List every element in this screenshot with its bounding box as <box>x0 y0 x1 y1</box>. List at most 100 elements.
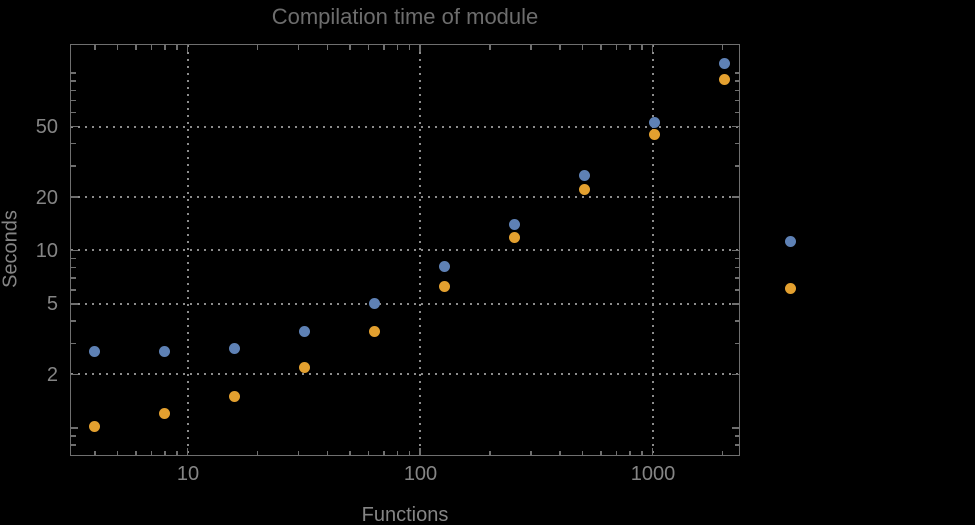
y-tick-label-10: 10 <box>35 239 58 262</box>
gridline-x-1000 <box>651 45 654 455</box>
tick-y-right-6 <box>734 289 739 291</box>
tick-x-top-1000 <box>651 45 654 52</box>
tick-y-left-20 <box>71 196 78 198</box>
tick-x-top-50 <box>349 45 351 50</box>
tick-x-top-4 <box>94 45 96 50</box>
tick-y-left-60 <box>71 111 76 114</box>
tick-y-right-3 <box>734 342 739 344</box>
data-point-series-blue-x32 <box>299 325 311 337</box>
gridline-y-5 <box>71 302 739 305</box>
legend-marker-blue <box>784 235 796 247</box>
gridline-y-20 <box>71 196 739 199</box>
tick-y-left-90 <box>71 80 76 82</box>
tick-y-left-7 <box>71 277 76 279</box>
tick-x-bottom-6 <box>135 450 137 455</box>
gridline-y-50 <box>71 125 739 128</box>
tick-y-left-30 <box>71 165 76 167</box>
data-point-series-orange-x512 <box>579 184 591 196</box>
tick-x-top-400 <box>559 45 561 50</box>
tick-x-top-7 <box>150 45 153 50</box>
data-point-series-orange-x8 <box>159 408 171 420</box>
tick-y-left-5 <box>71 303 78 305</box>
tick-x-bottom-2000 <box>721 450 724 455</box>
tick-y-right-30 <box>734 165 739 167</box>
tick-y-right-100 <box>734 72 739 74</box>
tick-y-left-1 <box>71 427 78 429</box>
tick-y-right-90 <box>734 80 739 82</box>
gridline-x-100 <box>419 45 421 455</box>
tick-x-top-80 <box>396 45 399 50</box>
tick-x-top-600 <box>600 45 602 50</box>
data-point-series-blue-x2048 <box>719 58 731 70</box>
data-point-series-orange-x128 <box>439 280 451 292</box>
tick-y-right-1 <box>732 427 739 429</box>
tick-y-left-9 <box>71 257 76 260</box>
tick-y-left-0.9 <box>71 435 76 437</box>
tick-y-right-80 <box>734 89 739 92</box>
data-point-series-blue-x256 <box>509 219 521 231</box>
tick-x-bottom-1000 <box>651 448 654 455</box>
tick-x-bottom-50 <box>349 450 351 455</box>
tick-x-bottom-800 <box>629 450 631 455</box>
tick-y-right-60 <box>734 111 739 114</box>
tick-x-bottom-9 <box>176 450 178 455</box>
data-point-series-blue-x128 <box>439 261 451 273</box>
tick-x-bottom-10 <box>186 448 189 455</box>
data-point-series-orange-x1024 <box>649 129 661 141</box>
tick-x-top-300 <box>530 45 532 50</box>
x-tick-label-100: 100 <box>403 463 438 485</box>
tick-y-left-2 <box>71 373 78 376</box>
data-point-series-orange-x4 <box>89 420 101 432</box>
tick-x-bottom-40 <box>326 450 329 455</box>
data-point-series-orange-x16 <box>229 391 241 403</box>
tick-x-bottom-300 <box>530 450 532 455</box>
tick-x-bottom-900 <box>641 450 643 455</box>
x-tick-label-1000: 1000 <box>630 463 676 485</box>
y-tick-label-20: 20 <box>35 186 58 209</box>
tick-y-right-0.8 <box>734 444 739 446</box>
data-point-series-orange-x64 <box>369 325 381 337</box>
tick-y-left-4 <box>71 320 76 322</box>
tick-y-right-9 <box>734 257 739 260</box>
data-point-series-blue-x4 <box>89 345 101 357</box>
x-tick-label-10: 10 <box>176 463 200 485</box>
tick-x-bottom-70 <box>383 450 385 455</box>
tick-x-top-8 <box>164 45 166 50</box>
y-tick-label-50: 50 <box>35 116 58 138</box>
tick-x-top-70 <box>383 45 385 50</box>
plot-area <box>70 44 740 456</box>
tick-x-bottom-90 <box>408 450 411 455</box>
tick-y-right-10 <box>732 249 739 252</box>
tick-y-left-0.8 <box>71 444 76 446</box>
tick-y-right-20 <box>732 196 739 198</box>
tick-y-left-8 <box>71 266 76 269</box>
tick-y-left-6 <box>71 289 76 291</box>
tick-x-top-700 <box>615 45 618 50</box>
y-tick-label-2: 2 <box>46 363 58 386</box>
tick-x-bottom-500 <box>581 450 584 455</box>
tick-x-top-5 <box>116 45 119 50</box>
tick-x-top-60 <box>367 45 370 50</box>
data-point-series-orange-x32 <box>299 361 311 373</box>
gridline-y-10 <box>71 249 739 252</box>
y-tick-label-5: 5 <box>46 293 58 316</box>
tick-x-bottom-4 <box>94 450 96 455</box>
tick-x-bottom-5 <box>116 450 119 455</box>
tick-x-top-800 <box>629 45 631 50</box>
tick-x-bottom-400 <box>559 450 561 455</box>
tick-x-top-500 <box>581 45 584 50</box>
data-point-series-blue-x8 <box>159 345 171 357</box>
tick-y-left-50 <box>71 125 78 128</box>
tick-x-bottom-30 <box>297 450 300 455</box>
tick-y-left-70 <box>71 99 76 102</box>
tick-x-bottom-80 <box>396 450 399 455</box>
tick-x-top-900 <box>641 45 643 50</box>
tick-x-top-40 <box>326 45 329 50</box>
data-point-series-blue-x1024 <box>649 116 661 128</box>
tick-y-right-0.9 <box>734 435 739 437</box>
tick-x-bottom-20 <box>256 450 259 455</box>
tick-x-bottom-200 <box>489 450 491 455</box>
tick-x-top-10 <box>186 45 189 52</box>
tick-y-right-7 <box>734 277 739 279</box>
